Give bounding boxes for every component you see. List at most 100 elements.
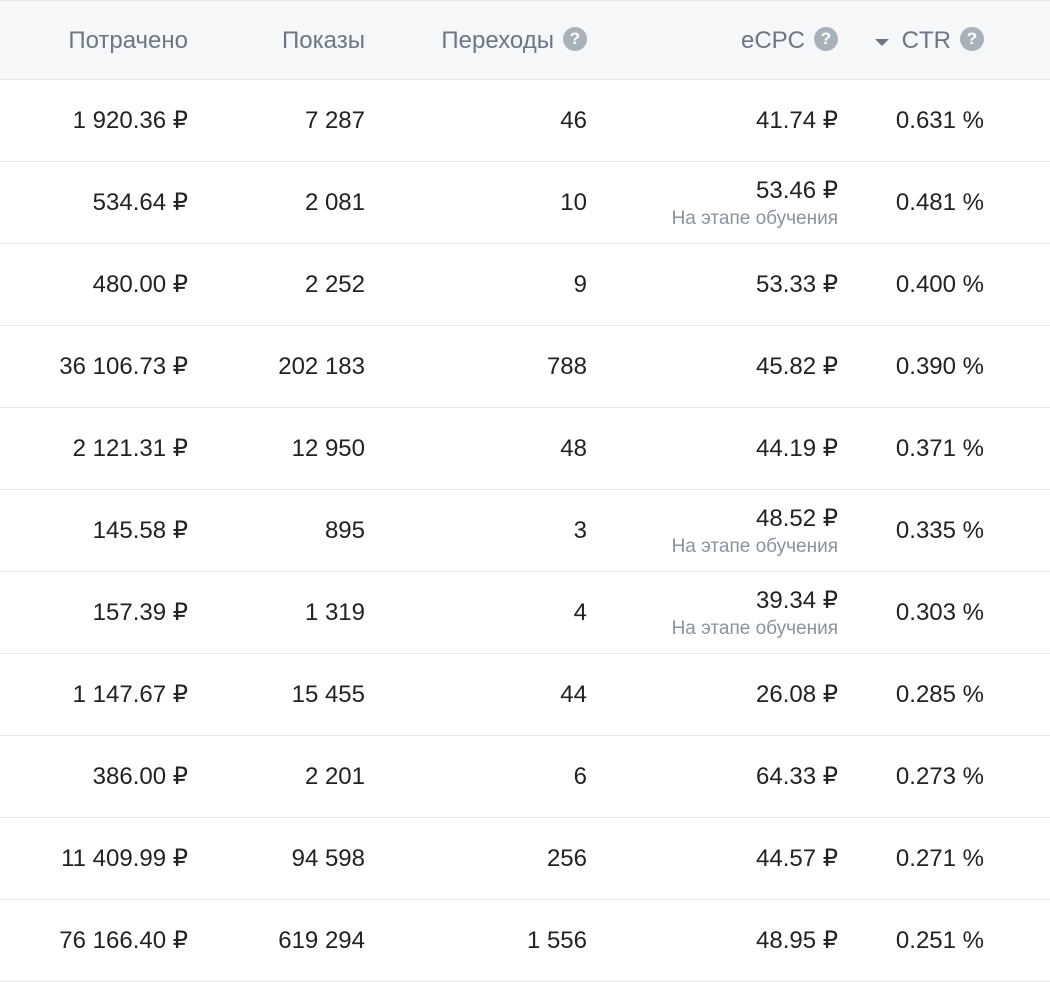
cell-spent: 534.64 ₽	[93, 162, 188, 243]
cell-ctr-value: 0.271 %	[895, 844, 984, 872]
cell-ctr: 0.400 %	[896, 244, 984, 325]
cell-impressions: 94 598	[292, 818, 365, 899]
cell-spent-value: 2 121.31 ₽	[72, 435, 188, 462]
cell-ecpc-value: 64.33 ₽	[756, 763, 838, 790]
cell-impressions: 895	[325, 490, 365, 571]
table-row[interactable]: 157.39 ₽ 1 319 4 39.34 ₽ На этапе обучения 0.…	[0, 572, 1050, 654]
cell-ecpc: 41.74 ₽	[756, 80, 838, 161]
cell-ctr-value: 0.390 %	[895, 352, 984, 380]
cell-ctr-value: 0.631 %	[895, 106, 984, 134]
learning-status-note: На этапе обучения	[671, 535, 838, 557]
cell-ctr: 0.303 %	[896, 572, 984, 653]
cell-clicks: 10	[560, 162, 587, 243]
cell-impressions-value: 94 598	[291, 844, 365, 872]
cell-impressions: 2 081	[305, 162, 365, 243]
table-row[interactable]: 2 121.31 ₽ 12 950 48 44.19 ₽ 0.371 %	[0, 408, 1050, 490]
cell-clicks: 44	[560, 654, 587, 735]
cell-ecpc-value: 44.19 ₽	[756, 435, 838, 462]
cell-clicks-value: 48	[560, 434, 587, 462]
cell-ecpc-value: 41.74 ₽	[756, 107, 838, 134]
cell-ecpc-value: 44.57 ₽	[756, 845, 838, 872]
table-row[interactable]: 534.64 ₽ 2 081 10 53.46 ₽ На этапе обучения 0…	[0, 162, 1050, 244]
cell-ecpc: 44.57 ₽	[756, 818, 838, 899]
cell-ctr-value: 0.481 %	[895, 188, 984, 216]
cell-clicks-value: 10	[560, 188, 587, 216]
cell-spent: 157.39 ₽	[93, 572, 188, 653]
cell-ctr: 0.481 %	[896, 162, 984, 243]
cell-clicks: 788	[547, 326, 587, 407]
column-header-clicks-label: Переходы	[441, 27, 554, 54]
cell-ctr: 0.251 %	[896, 900, 984, 981]
table-row[interactable]: 386.00 ₽ 2 201 6 64.33 ₽ 0.273 %	[0, 736, 1050, 818]
cell-impressions: 12 950	[292, 408, 365, 489]
column-header-ctr[interactable]: CTR ?	[874, 1, 984, 81]
cell-impressions: 2 252	[305, 244, 365, 325]
cell-spent-value: 11 409.99 ₽	[61, 845, 188, 872]
cell-spent-value: 76 166.40 ₽	[59, 927, 188, 954]
cell-spent: 1 920.36 ₽	[73, 80, 188, 161]
column-header-ctr-label: CTR	[901, 27, 951, 54]
table-row[interactable]: 11 409.99 ₽ 94 598 256 44.57 ₽ 0.271 %	[0, 818, 1050, 900]
cell-clicks-value: 788	[546, 352, 587, 380]
column-header-impressions[interactable]: Показы	[282, 1, 365, 81]
cell-ecpc: 48.52 ₽ На этапе обучения	[672, 490, 838, 571]
cell-spent-value: 534.64 ₽	[92, 189, 188, 216]
cell-spent: 386.00 ₽	[93, 736, 188, 817]
cell-clicks-value: 3	[573, 516, 587, 544]
table-row[interactable]: 1 147.67 ₽ 15 455 44 26.08 ₽ 0.285 %	[0, 654, 1050, 736]
cell-ecpc: 26.08 ₽	[756, 654, 838, 735]
cell-impressions-value: 7 287	[304, 106, 365, 134]
cell-ctr-value: 0.303 %	[895, 598, 984, 626]
table-row[interactable]: 480.00 ₽ 2 252 9 53.33 ₽ 0.400 %	[0, 244, 1050, 326]
cell-ctr: 0.271 %	[896, 818, 984, 899]
cell-ctr: 0.371 %	[896, 408, 984, 489]
ecpc-help-icon[interactable]: ?	[814, 27, 838, 51]
cell-ecpc-value: 39.34 ₽	[756, 586, 838, 614]
column-header-spent[interactable]: Потрачено	[68, 1, 188, 81]
table-body: 1 920.36 ₽ 7 287 46 41.74 ₽ 0.631 % 534.64 ₽ 2…	[0, 80, 1050, 982]
cell-impressions-value: 619 294	[278, 926, 365, 954]
cell-impressions: 2 201	[305, 736, 365, 817]
sort-descending-icon[interactable]	[874, 38, 889, 46]
cell-ecpc: 44.19 ₽	[756, 408, 838, 489]
cell-ctr-value: 0.371 %	[895, 434, 984, 462]
cell-spent: 145.58 ₽	[93, 490, 188, 571]
table-row[interactable]: 145.58 ₽ 895 3 48.52 ₽ На этапе обучения 0.33…	[0, 490, 1050, 572]
cell-spent: 36 106.73 ₽	[59, 326, 188, 407]
cell-clicks: 46	[560, 80, 587, 161]
table-row[interactable]: 1 920.36 ₽ 7 287 46 41.74 ₽ 0.631 %	[0, 80, 1050, 162]
cell-clicks-value: 44	[560, 680, 587, 708]
cell-impressions-value: 2 252	[304, 270, 365, 298]
cell-ecpc: 53.33 ₽	[756, 244, 838, 325]
cell-impressions-value: 202 183	[278, 352, 365, 380]
clicks-help-icon[interactable]: ?	[563, 27, 587, 51]
cell-spent: 76 166.40 ₽	[59, 900, 188, 981]
column-header-ecpc[interactable]: eCPC ?	[741, 1, 838, 81]
column-header-impressions-label: Показы	[282, 27, 365, 54]
cell-clicks-value: 1 556	[526, 926, 587, 954]
cell-spent-value: 1 920.36 ₽	[72, 107, 188, 134]
table-row[interactable]: 76 166.40 ₽ 619 294 1 556 48.95 ₽ 0.251 %	[0, 900, 1050, 982]
table-row[interactable]: 36 106.73 ₽ 202 183 788 45.82 ₽ 0.390 %	[0, 326, 1050, 408]
cell-clicks: 256	[547, 818, 587, 899]
cell-spent-value: 145.58 ₽	[92, 517, 188, 544]
cell-impressions: 202 183	[278, 326, 365, 407]
cell-ctr: 0.390 %	[896, 326, 984, 407]
cell-impressions-value: 15 455	[291, 680, 365, 708]
cell-spent-value: 480.00 ₽	[92, 271, 188, 298]
cell-impressions: 7 287	[305, 80, 365, 161]
cell-impressions-value: 12 950	[291, 434, 365, 462]
cell-impressions: 619 294	[278, 900, 365, 981]
column-header-clicks[interactable]: Переходы ?	[441, 1, 587, 81]
cell-ctr: 0.273 %	[896, 736, 984, 817]
cell-clicks-value: 46	[560, 106, 587, 134]
cell-spent: 2 121.31 ₽	[73, 408, 188, 489]
column-header-ecpc-label: eCPC	[740, 27, 805, 54]
cell-ecpc: 45.82 ₽	[756, 326, 838, 407]
cell-impressions-value: 895	[324, 516, 365, 544]
cell-clicks-value: 256	[546, 844, 587, 872]
cell-ctr: 0.285 %	[896, 654, 984, 735]
cell-ctr-value: 0.400 %	[895, 270, 984, 298]
ctr-help-icon[interactable]: ?	[960, 27, 984, 51]
cell-spent-value: 157.39 ₽	[92, 599, 188, 626]
